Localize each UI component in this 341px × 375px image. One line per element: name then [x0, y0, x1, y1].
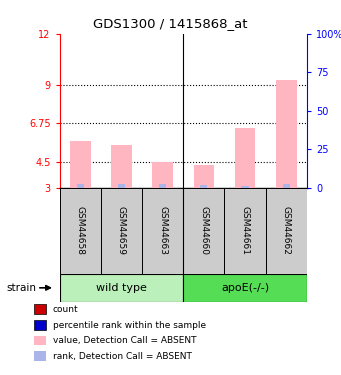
Text: GSM44660: GSM44660	[199, 206, 208, 255]
Bar	[183, 188, 224, 274]
Bar	[142, 188, 183, 274]
Bar	[266, 188, 307, 274]
Text: GSM44659: GSM44659	[117, 206, 126, 255]
Text: GSM44658: GSM44658	[76, 206, 85, 255]
Bar	[200, 184, 207, 188]
Text: wild type: wild type	[96, 283, 147, 293]
Bar	[60, 274, 183, 302]
Bar	[235, 128, 255, 188]
Bar	[111, 145, 132, 188]
Bar	[70, 141, 91, 188]
Bar	[60, 188, 101, 274]
Bar	[118, 184, 125, 188]
Bar	[152, 162, 173, 188]
Bar	[101, 188, 142, 274]
Text: percentile rank within the sample: percentile rank within the sample	[53, 321, 206, 330]
Text: GSM44663: GSM44663	[158, 206, 167, 255]
Text: count: count	[53, 305, 78, 314]
Text: strain: strain	[7, 283, 37, 292]
Text: apoE(-/-): apoE(-/-)	[221, 283, 269, 293]
Bar	[283, 184, 290, 188]
Bar	[159, 184, 166, 188]
Text: value, Detection Call = ABSENT: value, Detection Call = ABSENT	[53, 336, 196, 345]
Text: GSM44661: GSM44661	[241, 206, 250, 255]
Bar	[224, 188, 266, 274]
Bar	[276, 80, 297, 188]
Bar	[194, 165, 214, 188]
Bar	[241, 186, 249, 188]
Text: GSM44662: GSM44662	[282, 206, 291, 255]
Bar	[183, 274, 307, 302]
Text: GDS1300 / 1415868_at: GDS1300 / 1415868_at	[93, 17, 248, 30]
Bar	[77, 184, 84, 188]
Text: rank, Detection Call = ABSENT: rank, Detection Call = ABSENT	[53, 352, 192, 361]
